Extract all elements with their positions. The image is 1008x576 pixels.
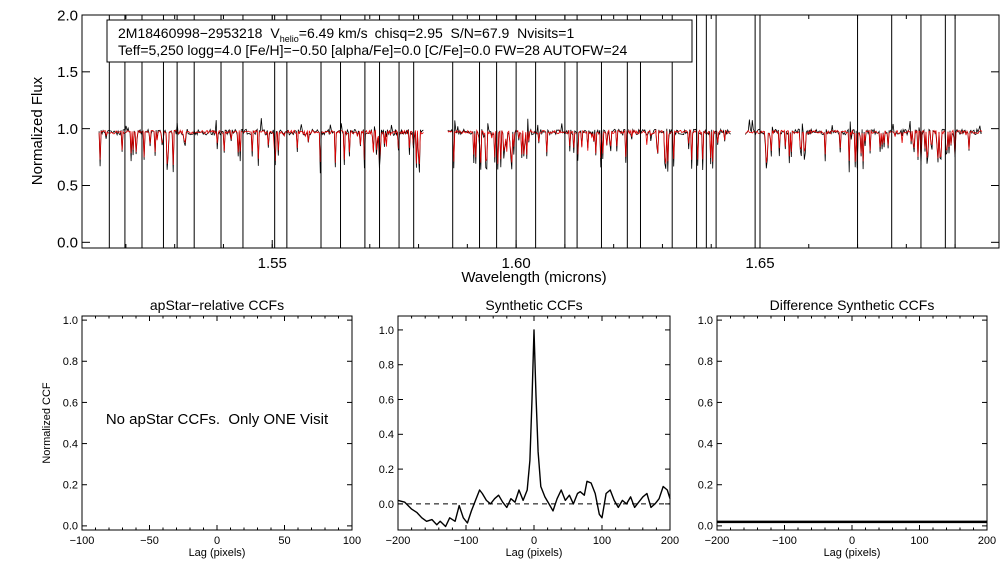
x-tick-label: 200 (978, 535, 996, 547)
synthetic-ccf-panel: Synthetic CCFs −200 −100 0 100 200 0.0 0.2 0.4 0… (379, 297, 679, 559)
y-tick-label: 0.8 (63, 356, 78, 368)
x-tick-label: 0 (531, 535, 537, 547)
info-line-2: Teff=5,250 logg=4.0 [Fe/H]=−0.50 [alpha/… (118, 42, 627, 58)
apstar-ccf-message: No apStar CCFs. Only ONE Visit (106, 411, 329, 428)
model-spectrum-segment (745, 129, 983, 163)
observed-spectrum-segment (447, 118, 731, 172)
y-tick-label: 0.6 (698, 397, 713, 409)
spectrum-plot-frame (81, 14, 1000, 249)
apstar-ccf-xlabel: Lag (pixels) (189, 547, 246, 559)
y-tick-label: 1.5 (57, 64, 78, 81)
x-tick-label: 1.55 (258, 255, 287, 272)
y-tick-label: 0.4 (379, 429, 394, 441)
y-tick-label: 1.0 (57, 121, 78, 138)
y-tick-label: 1.0 (379, 325, 394, 337)
synthetic-ccf-title: Synthetic CCFs (485, 297, 582, 313)
x-tick-label: 100 (343, 535, 361, 547)
difference-ccf-ticks: −200 −100 0 100 200 0.0 0.2 0.4 0.6 0.8 1.0 (698, 315, 996, 547)
x-tick-label: −100 (772, 535, 797, 547)
y-tick-label: 0.8 (379, 360, 394, 372)
y-tick-label: 0.2 (379, 464, 394, 476)
x-tick-label: −200 (386, 535, 411, 547)
x-tick-label: −100 (70, 535, 95, 547)
difference-ccf-frame (716, 315, 988, 531)
x-tick-label: 100 (910, 535, 928, 547)
info-line1-rest: chisq=2.95 S/N=67.9 Nvisits=1 (375, 25, 575, 41)
model-spectrum-segment (98, 129, 424, 166)
y-tick-label: 0.0 (63, 521, 78, 533)
spectrum-ylabel: Normalized Flux (29, 76, 46, 185)
x-tick-label: 1.60 (502, 255, 531, 272)
apstar-ccf-ylabel: Normalized CCF (41, 382, 53, 464)
y-tick-label: 2.0 (57, 7, 78, 24)
info-v-value: =6.49 km/s (299, 25, 368, 41)
x-tick-label: −100 (454, 535, 479, 547)
x-tick-label: −50 (140, 535, 159, 547)
x-tick-label: −200 (705, 535, 730, 547)
y-tick-label: 0.4 (63, 438, 78, 450)
observed-spectrum-segment (98, 118, 424, 174)
info-box-frame (106, 19, 693, 63)
apstar-ccf-title: apStar−relative CCFs (150, 297, 284, 313)
difference-ccf-panel: Difference Synthetic CCFs −200 −100 0 100 20… (698, 297, 996, 559)
synthetic-ccf-ticks: −200 −100 0 100 200 0.0 0.2 0.4 0.6 0.8 1.0 (379, 316, 679, 547)
x-tick-label: 0 (214, 535, 220, 547)
y-tick-label: 0.0 (379, 499, 394, 511)
x-tick-label: 0 (849, 535, 855, 547)
apstar-ccf-ticks: −100 −50 0 50 100 0.0 0.2 0.4 0.6 0.8 1.0 (63, 315, 361, 547)
y-tick-label: 1.0 (63, 315, 78, 327)
y-tick-label: 1.0 (698, 315, 713, 327)
y-tick-label: 0.4 (698, 438, 713, 450)
y-tick-label: 0.0 (698, 521, 713, 533)
y-tick-label: 0.8 (698, 356, 713, 368)
ccf-line (397, 329, 671, 528)
spectrum-info-box: 2M18460998−2953218 Vhelio=6.49 km/s chisq=… (106, 19, 693, 63)
difference-ccf-title: Difference Synthetic CCFs (770, 297, 935, 313)
y-tick-label: 0.6 (63, 397, 78, 409)
difference-ccf-xlabel: Lag (pixels) (824, 547, 881, 559)
spectrum-panel: 1.55 1.60 1.65 0.0 0.5 1.0 1.5 2.0 2M18460998−2… (29, 7, 1000, 286)
spectrum-xlabel: Wavelength (microns) (461, 269, 606, 286)
x-tick-label: 1.65 (745, 255, 774, 272)
synthetic-ccf-data (397, 329, 671, 528)
y-tick-label: 0.6 (379, 394, 394, 406)
y-tick-label: 0.2 (698, 480, 713, 492)
apstar-ccf-panel: apStar−relative CCFs −100 −50 0 50 100 0.0 0.2… (41, 297, 361, 559)
info-v-subscript: helio (280, 34, 299, 44)
y-tick-label: 0.0 (57, 235, 78, 252)
y-tick-label: 0.5 (57, 178, 78, 195)
x-tick-label: 50 (278, 535, 290, 547)
info-line-1: 2M18460998−2953218 Vhelio=6.49 km/s chisq=… (118, 25, 574, 44)
x-tick-label: 100 (593, 535, 611, 547)
info-star-id: 2M18460998−2953218 (118, 25, 263, 41)
synthetic-ccf-xlabel: Lag (pixels) (506, 547, 563, 559)
info-v-symbol: V (270, 25, 280, 41)
y-tick-label: 0.2 (63, 480, 78, 492)
spectrum-ticks: 1.55 1.60 1.65 0.0 0.5 1.0 1.5 2.0 (57, 7, 999, 272)
x-tick-label: 200 (661, 535, 679, 547)
model-spectrum-segment (447, 128, 731, 164)
